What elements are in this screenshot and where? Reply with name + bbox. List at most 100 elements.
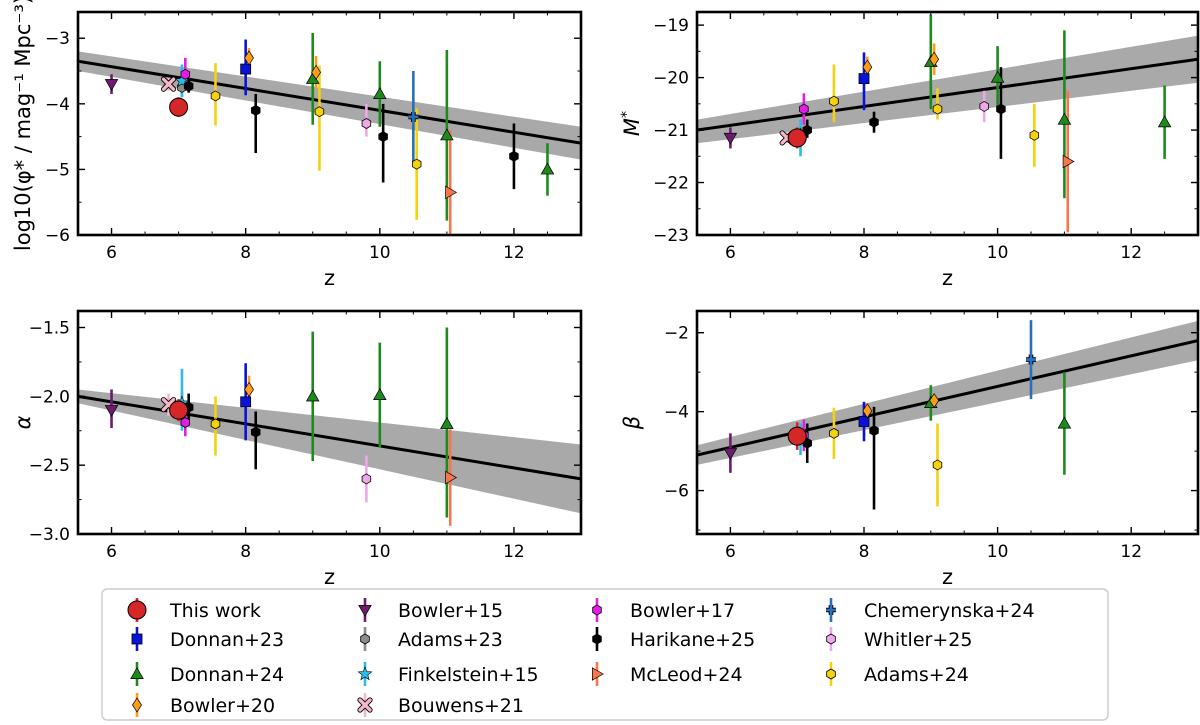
marker-mcleod-24 [1062,154,1075,169]
marker-mcleod-24 [591,667,604,681]
marker-this-work [787,426,807,446]
legend-entry-bouwens-21: Bouwens+21 [357,693,524,717]
legend-label: McLeod+24 [630,664,743,686]
marker-bowler-20 [862,403,873,419]
legend-label: Donnan+23 [170,629,284,651]
plot-area [697,14,1198,233]
marker-bowler-15 [104,405,119,418]
marker-bowler-15 [358,604,372,617]
legend-entry-adams-24: Adams+24 [826,662,969,686]
y-tick-label: −6 [45,226,70,246]
marker-whitler-25 [361,118,372,129]
marker-harikane-25 [996,103,1006,115]
legend-label: Adams+24 [864,664,969,686]
x-tick-label: 6 [106,542,117,562]
marker-donnan-23 [131,633,143,645]
marker-donnan-24 [1057,416,1072,429]
legend-label: Adams+23 [398,629,503,651]
marker-bowler-15 [723,448,738,460]
x-tick-label: 10 [369,542,391,562]
marker-bowler-20 [311,64,322,80]
x-axis-label: z [942,565,953,589]
marker-bowler-15 [104,79,119,92]
y-tick-label: −20 [653,69,689,89]
legend-entry-donnan-23: Donnan+23 [131,627,284,651]
y-tick-label: −23 [653,226,689,246]
legend-entry-harikane-25: Harikane+25 [592,627,755,651]
marker-donnan-24 [1157,115,1172,128]
x-tick-label: 10 [987,243,1009,263]
marker-chemerynska-24 [408,111,419,122]
marker-donnan-24 [990,70,1005,83]
marker-bowler-20 [862,59,873,75]
marker-adams-24 [210,418,221,430]
x-tick-label: 6 [725,243,736,263]
marker-harikane-25 [183,80,194,92]
marker-bowler-15 [723,132,738,145]
marker-donnan-23 [240,63,252,75]
x-axis-label: z [942,266,953,290]
marker-adams-23 [360,633,370,645]
x-tick-label: 12 [503,243,525,263]
legend-label: Bowler+15 [398,600,503,622]
y-tick-label: −3 [45,29,70,49]
x-tick-label: 8 [240,243,251,263]
marker-adams-24 [826,668,836,680]
y-tick-label: −21 [653,121,689,141]
marker-this-work [127,600,147,620]
marker-adams-24 [1029,129,1040,141]
y-tick-label: −2 [664,324,689,344]
marker-bouwens-21 [160,76,177,92]
fit-line [78,59,581,145]
legend-entry-chemerynska-24: Chemerynska+24 [826,598,1035,622]
y-tick-label: −3.0 [29,525,70,545]
legend-entry-bowler-17: Bowler+17 [592,598,735,622]
axes-frame [76,10,583,237]
fit-line [697,57,1198,132]
marker-mcleod-24 [445,470,458,485]
marker-harikane-25 [592,633,602,645]
marker-this-work [169,97,189,117]
legend-entry-mcleod-24: McLeod+24 [591,662,743,686]
axes-frame [695,10,1200,237]
y-tick-label: −5 [45,160,70,180]
fit-confidence-band [697,35,1198,144]
x-axis-label: z [324,565,335,589]
marker-adams-24 [411,158,422,170]
y-axis-label: M* [619,111,644,136]
x-tick-label: 10 [369,243,391,263]
x-tick-label: 8 [859,243,870,263]
marker-whitler-25 [979,100,989,112]
x-tick-label: 12 [503,542,525,562]
marker-donnan-23 [240,396,252,408]
marker-donnan-24 [440,416,454,429]
marker-donnan-23 [858,416,870,427]
y-tick-label: −2.5 [29,456,70,476]
marker-this-work [787,128,807,148]
axes-frame [695,309,1200,536]
marker-chemerynska-24 [1026,354,1036,365]
marker-donnan-24 [372,87,387,99]
marker-harikane-25 [869,425,879,437]
legend-entry-donnan-24: Donnan+24 [130,662,284,686]
x-tick-label: 6 [106,243,117,263]
legend: This work Bowler+15 Bowler+17 Chemerynska+2… [101,588,1109,721]
legend-label: Chemerynska+24 [864,600,1035,622]
legend-label: Finkelstein+15 [398,664,539,686]
fit-line [697,339,1198,457]
legend-label: Harikane+25 [630,629,755,651]
marker-bowler-17 [180,68,191,80]
marker-adams-24 [314,106,325,118]
marker-bowler-20 [244,381,254,398]
marker-finkelstein-15 [357,666,373,681]
x-tick-label: 6 [725,542,736,562]
y-tick-label: −22 [653,174,689,194]
marker-bowler-17 [799,103,809,115]
panel-beta: 6 8 10 12 −6 −4 −2 z β [620,309,1200,589]
marker-harikane-25 [250,104,261,116]
y-tick-label: −4 [45,95,70,115]
fit-confidence-band [78,51,581,160]
legend-entry-bowler-20: Bowler+20 [132,693,275,717]
y-tick-label: −19 [653,16,689,36]
x-tick-label: 10 [987,542,1009,562]
